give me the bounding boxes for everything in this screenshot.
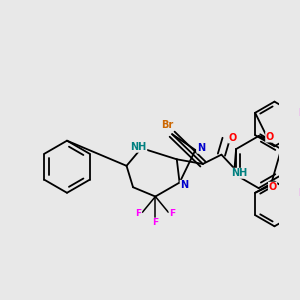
Text: F: F bbox=[298, 188, 300, 198]
Text: O: O bbox=[268, 182, 277, 192]
Text: O: O bbox=[229, 133, 237, 143]
Text: N: N bbox=[180, 180, 188, 190]
Text: F: F bbox=[169, 209, 175, 218]
Text: O: O bbox=[266, 132, 274, 142]
Text: F: F bbox=[298, 108, 300, 118]
Text: NH: NH bbox=[130, 142, 147, 152]
Text: F: F bbox=[152, 218, 158, 227]
Text: N: N bbox=[197, 143, 205, 153]
Text: F: F bbox=[136, 209, 142, 218]
Text: NH: NH bbox=[231, 168, 247, 178]
Text: Br: Br bbox=[161, 120, 174, 130]
